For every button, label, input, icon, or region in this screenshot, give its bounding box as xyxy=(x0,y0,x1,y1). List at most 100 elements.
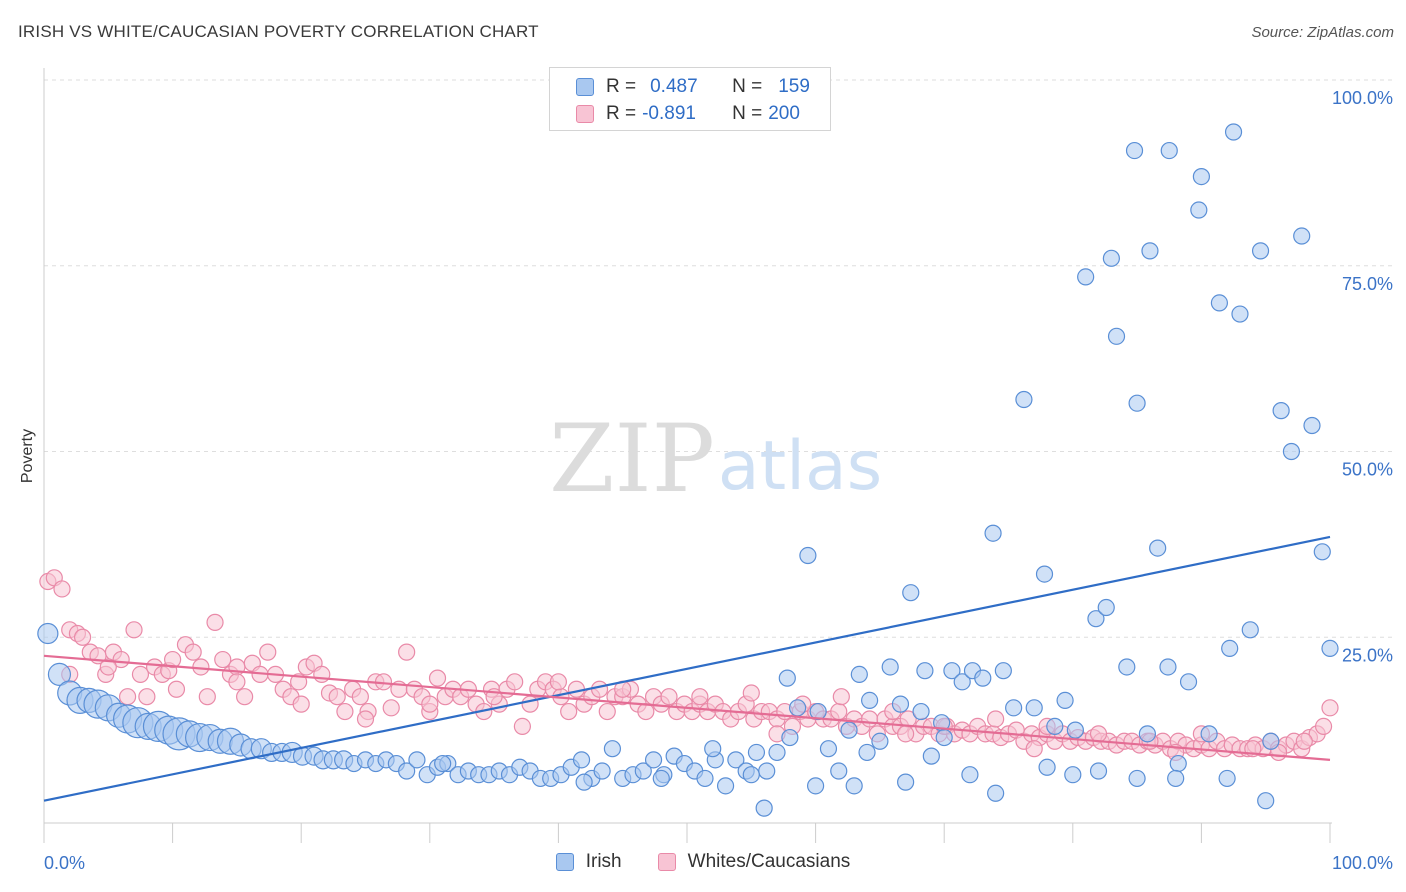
irish-point xyxy=(891,695,910,713)
irish-point xyxy=(943,662,961,680)
whites-trend-line xyxy=(43,654,1331,761)
whites-point xyxy=(1089,725,1108,743)
whites-point xyxy=(328,688,346,706)
irish-point xyxy=(994,662,1012,680)
irish-point xyxy=(1167,769,1185,788)
irish-point xyxy=(1128,394,1146,412)
irish-point xyxy=(47,662,72,687)
irish-point xyxy=(37,622,59,645)
n-value-whites: 200 xyxy=(768,103,800,124)
n-label: N = xyxy=(732,76,763,97)
irish-point xyxy=(742,766,760,784)
irish-point xyxy=(593,762,611,780)
legend-item-whites[interactable]: Whites/Caucasians xyxy=(657,851,851,873)
irish-point xyxy=(1005,699,1023,717)
irish-point xyxy=(1179,673,1198,691)
whites-point xyxy=(292,695,310,713)
irish-point xyxy=(778,669,796,687)
legend-swatch-irish xyxy=(576,78,594,96)
y-tick-label: 50.0% xyxy=(1342,460,1393,480)
irish-point xyxy=(1321,639,1339,657)
whites-point xyxy=(228,673,246,691)
irish-point xyxy=(935,728,953,747)
irish-point xyxy=(1221,639,1239,657)
r-value-irish: 0.487 xyxy=(650,76,698,97)
irish-point xyxy=(1257,792,1275,810)
series-irish xyxy=(37,123,1339,817)
whites-point xyxy=(99,658,117,676)
whites-point xyxy=(198,688,216,706)
irish-point xyxy=(1192,167,1211,186)
irish-point xyxy=(1015,390,1033,409)
irish-point xyxy=(1251,242,1270,260)
tick-labels: 100.0% 75.0% 50.0% 25.0% 0.0% 100.0% xyxy=(44,88,1393,873)
whites-point xyxy=(660,688,678,706)
whites-point xyxy=(560,702,578,721)
whites-point xyxy=(421,695,439,713)
whites-point xyxy=(356,710,375,728)
whites-point xyxy=(398,643,416,661)
whites-point xyxy=(521,695,539,713)
irish-point xyxy=(408,751,426,769)
irish-point xyxy=(961,766,979,784)
legend-swatch-whites xyxy=(657,853,676,871)
gridlines xyxy=(44,79,1395,638)
irish-point xyxy=(1159,658,1177,676)
whites-point xyxy=(118,688,137,706)
irish-point xyxy=(1303,416,1321,435)
n-label: N = xyxy=(732,103,763,124)
irish-point xyxy=(840,721,858,739)
y-tick-label: 75.0% xyxy=(1342,274,1393,294)
whites-point xyxy=(742,684,760,702)
irish-point xyxy=(912,702,930,721)
whites-point xyxy=(1295,732,1313,750)
whites-point xyxy=(336,702,354,721)
irish-point xyxy=(1241,621,1259,639)
whites-point xyxy=(428,669,447,687)
whites-point xyxy=(1314,717,1333,736)
irish-point xyxy=(1272,402,1290,420)
irish-point xyxy=(572,751,591,769)
whites-point xyxy=(832,688,850,706)
irish-point xyxy=(1056,691,1074,710)
irish-point xyxy=(747,743,766,762)
whites-point xyxy=(351,688,369,706)
irish-point xyxy=(1025,699,1043,717)
irish-point xyxy=(1218,769,1236,788)
irish-point xyxy=(1231,305,1249,323)
irish-point xyxy=(768,743,786,762)
whites-point xyxy=(506,673,524,691)
irish-point xyxy=(830,762,848,780)
whites-point xyxy=(313,665,331,684)
irish-point xyxy=(704,740,722,758)
irish-point xyxy=(1097,598,1115,617)
irish-point xyxy=(902,584,920,602)
irish-point xyxy=(1190,201,1208,219)
irish-point xyxy=(1118,658,1136,676)
legend-swatch-whites xyxy=(576,105,594,123)
correlation-legend: R = 0.487 N = 159 R = -0.891 N = 200 xyxy=(549,67,831,131)
n-value-irish: 159 xyxy=(778,76,810,97)
legend-label-whites: Whites/Caucasians xyxy=(687,851,851,872)
whites-point xyxy=(1025,740,1043,758)
irish-point xyxy=(1149,539,1167,557)
irish-point xyxy=(1087,610,1105,628)
irish-point xyxy=(845,777,863,795)
legend-item-irish[interactable]: Irish xyxy=(555,851,622,873)
irish-point xyxy=(398,762,416,780)
irish-point xyxy=(987,784,1005,802)
whites-point xyxy=(382,699,400,717)
irish-point xyxy=(652,769,670,788)
irish-point xyxy=(1141,242,1159,260)
irish-point xyxy=(858,743,876,762)
irish-point xyxy=(953,673,971,691)
irish-point xyxy=(644,751,663,769)
whites-point xyxy=(167,680,186,698)
irish-point xyxy=(755,799,773,817)
irish-point xyxy=(1313,543,1331,561)
irish-point xyxy=(758,762,776,780)
whites-point xyxy=(1321,699,1339,717)
irish-point xyxy=(603,740,622,758)
irish-point xyxy=(922,747,940,765)
